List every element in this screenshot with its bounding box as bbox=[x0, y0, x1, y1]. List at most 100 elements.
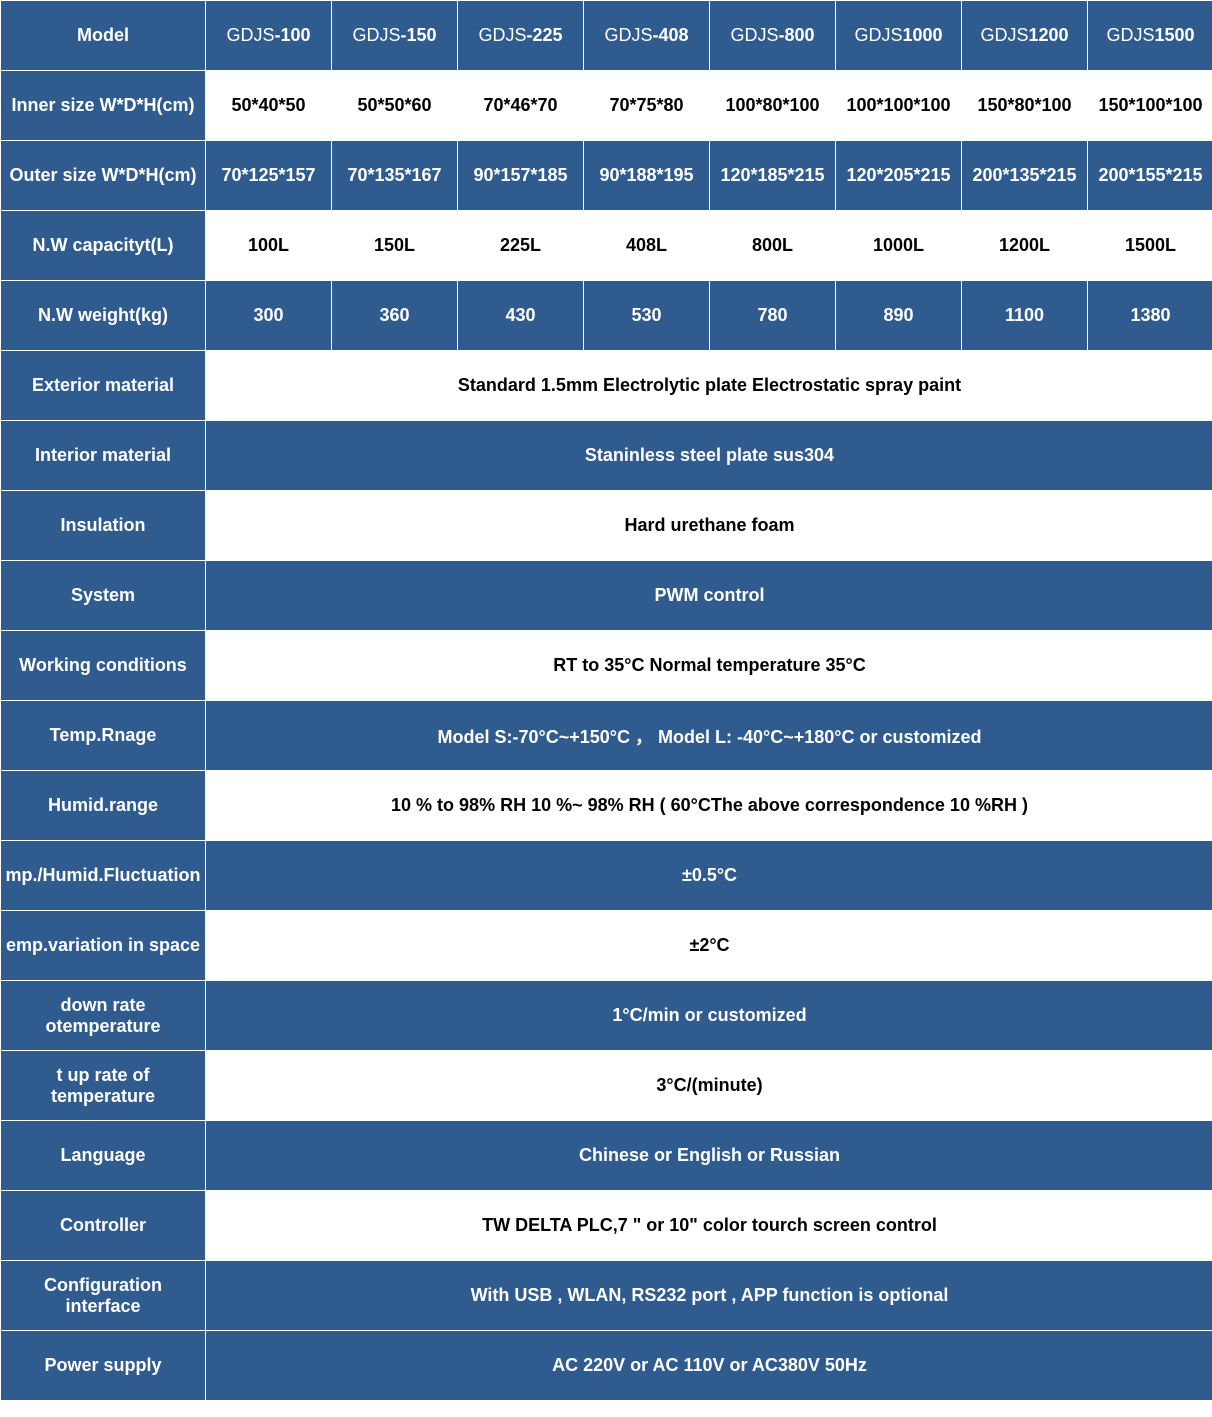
cell: 1000L bbox=[836, 211, 962, 281]
model-prefix: GDJS bbox=[478, 25, 526, 45]
cell: 1100 bbox=[962, 281, 1088, 351]
model-suffix: -150 bbox=[400, 25, 436, 45]
data-row-2: N.W capacityt(L) 100L 150L 225L 408L 800… bbox=[1, 211, 1212, 281]
cell: 100*100*100 bbox=[836, 71, 962, 141]
spanned-row-0: Exterior material Standard 1.5mm Electro… bbox=[1, 351, 1212, 421]
row-label: Controller bbox=[1, 1191, 206, 1261]
cell: 408L bbox=[584, 211, 710, 281]
spanned-row-12: Controller TW DELTA PLC,7 " or 10" color… bbox=[1, 1191, 1212, 1261]
spanned-row-9: down rate otemperature 1°C/min or custom… bbox=[1, 981, 1212, 1051]
model-col-4: GDJS-800 bbox=[710, 1, 836, 71]
spanned-value: Chinese or English or Russian bbox=[206, 1121, 1212, 1191]
cell: 530 bbox=[584, 281, 710, 351]
row-label: Language bbox=[1, 1121, 206, 1191]
model-col-0: GDJS-100 bbox=[206, 1, 332, 71]
cell: 200*135*215 bbox=[962, 141, 1088, 211]
cell: 70*75*80 bbox=[584, 71, 710, 141]
model-col-7: GDJS1500 bbox=[1088, 1, 1212, 71]
spanned-value: ±2°C bbox=[206, 911, 1212, 981]
spec-table: Model GDJS-100 GDJS-150 GDJS-225 GDJS-40… bbox=[0, 0, 1212, 1401]
data-row-1: Outer size W*D*H(cm) 70*125*157 70*135*1… bbox=[1, 141, 1212, 211]
spanned-value: PWM control bbox=[206, 561, 1212, 631]
cell: 70*125*157 bbox=[206, 141, 332, 211]
row-label: mp./Humid.Fluctuation bbox=[1, 841, 206, 911]
model-suffix: 1000 bbox=[902, 25, 942, 45]
model-col-3: GDJS-408 bbox=[584, 1, 710, 71]
model-prefix: GDJS bbox=[730, 25, 778, 45]
spanned-value: 10 % to 98% RH 10 %~ 98% RH ( 60°CThe ab… bbox=[206, 771, 1212, 841]
cell: 90*188*195 bbox=[584, 141, 710, 211]
cell: 890 bbox=[836, 281, 962, 351]
model-prefix: GDJS bbox=[854, 25, 902, 45]
cell: 200*155*215 bbox=[1088, 141, 1212, 211]
model-suffix: -408 bbox=[652, 25, 688, 45]
spanned-row-4: Working conditions RT to 35°C Normal tem… bbox=[1, 631, 1212, 701]
model-prefix: GDJS bbox=[352, 25, 400, 45]
cell: 430 bbox=[458, 281, 584, 351]
spanned-row-6: Humid.range 10 % to 98% RH 10 %~ 98% RH … bbox=[1, 771, 1212, 841]
spanned-row-10: t up rate of temperature 3°C/(minute) bbox=[1, 1051, 1212, 1121]
cell: 120*205*215 bbox=[836, 141, 962, 211]
row-label: N.W weight(kg) bbox=[1, 281, 206, 351]
cell: 50*50*60 bbox=[332, 71, 458, 141]
spanned-value: Hard urethane foam bbox=[206, 491, 1212, 561]
model-prefix: GDJS bbox=[604, 25, 652, 45]
cell: 780 bbox=[710, 281, 836, 351]
row-label: Configuration interface bbox=[1, 1261, 206, 1331]
data-row-0: Inner size W*D*H(cm) 50*40*50 50*50*60 7… bbox=[1, 71, 1212, 141]
model-suffix: 1200 bbox=[1028, 25, 1068, 45]
cell: 150L bbox=[332, 211, 458, 281]
cell: 120*185*215 bbox=[710, 141, 836, 211]
row-label: Working conditions bbox=[1, 631, 206, 701]
spanned-row-8: emp.variation in space ±2°C bbox=[1, 911, 1212, 981]
cell: 360 bbox=[332, 281, 458, 351]
cell: 150*80*100 bbox=[962, 71, 1088, 141]
spanned-row-1: Interior material Staninless steel plate… bbox=[1, 421, 1212, 491]
model-prefix: GDJS bbox=[226, 25, 274, 45]
header-row: Model GDJS-100 GDJS-150 GDJS-225 GDJS-40… bbox=[1, 1, 1212, 71]
spanned-value: 3°C/(minute) bbox=[206, 1051, 1212, 1121]
spanned-row-5: Temp.Rnage Model S:-70°C~+150°C ， Model … bbox=[1, 701, 1212, 771]
spanned-row-2: Insulation Hard urethane foam bbox=[1, 491, 1212, 561]
cell: 50*40*50 bbox=[206, 71, 332, 141]
spanned-row-14: Power supply AC 220V or AC 110V or AC380… bbox=[1, 1331, 1212, 1401]
row-label: Outer size W*D*H(cm) bbox=[1, 141, 206, 211]
model-suffix: 1500 bbox=[1154, 25, 1194, 45]
cell: 100L bbox=[206, 211, 332, 281]
cell: 300 bbox=[206, 281, 332, 351]
cell: 1380 bbox=[1088, 281, 1212, 351]
row-label: Temp.Rnage bbox=[1, 701, 206, 771]
model-prefix: GDJS bbox=[1106, 25, 1154, 45]
cell: 70*135*167 bbox=[332, 141, 458, 211]
cell: 150*100*100 bbox=[1088, 71, 1212, 141]
spanned-value: Standard 1.5mm Electrolytic plate Electr… bbox=[206, 351, 1212, 421]
spanned-row-13: Configuration interface With USB , WLAN,… bbox=[1, 1261, 1212, 1331]
model-suffix: -800 bbox=[778, 25, 814, 45]
spanned-row-7: mp./Humid.Fluctuation ±0.5°C bbox=[1, 841, 1212, 911]
model-col-5: GDJS1000 bbox=[836, 1, 962, 71]
spanned-row-11: Language Chinese or English or Russian bbox=[1, 1121, 1212, 1191]
spanned-value: Staninless steel plate sus304 bbox=[206, 421, 1212, 491]
model-suffix: -225 bbox=[526, 25, 562, 45]
row-label: N.W capacityt(L) bbox=[1, 211, 206, 281]
cell: 225L bbox=[458, 211, 584, 281]
row-label: emp.variation in space bbox=[1, 911, 206, 981]
row-label: System bbox=[1, 561, 206, 631]
spanned-value: RT to 35°C Normal temperature 35°C bbox=[206, 631, 1212, 701]
spanned-value: AC 220V or AC 110V or AC380V 50Hz bbox=[206, 1331, 1212, 1401]
row-label: down rate otemperature bbox=[1, 981, 206, 1051]
row-label: Inner size W*D*H(cm) bbox=[1, 71, 206, 141]
model-col-2: GDJS-225 bbox=[458, 1, 584, 71]
data-row-3: N.W weight(kg) 300 360 430 530 780 890 1… bbox=[1, 281, 1212, 351]
spanned-value: TW DELTA PLC,7 " or 10" color tourch scr… bbox=[206, 1191, 1212, 1261]
row-label: Exterior material bbox=[1, 351, 206, 421]
row-label: Power supply bbox=[1, 1331, 206, 1401]
row-label: Interior material bbox=[1, 421, 206, 491]
spanned-value: With USB , WLAN, RS232 port , APP functi… bbox=[206, 1261, 1212, 1331]
cell: 800L bbox=[710, 211, 836, 281]
cell: 1500L bbox=[1088, 211, 1212, 281]
cell: 100*80*100 bbox=[710, 71, 836, 141]
spanned-row-3: System PWM control bbox=[1, 561, 1212, 631]
row-label: t up rate of temperature bbox=[1, 1051, 206, 1121]
spanned-value: ±0.5°C bbox=[206, 841, 1212, 911]
